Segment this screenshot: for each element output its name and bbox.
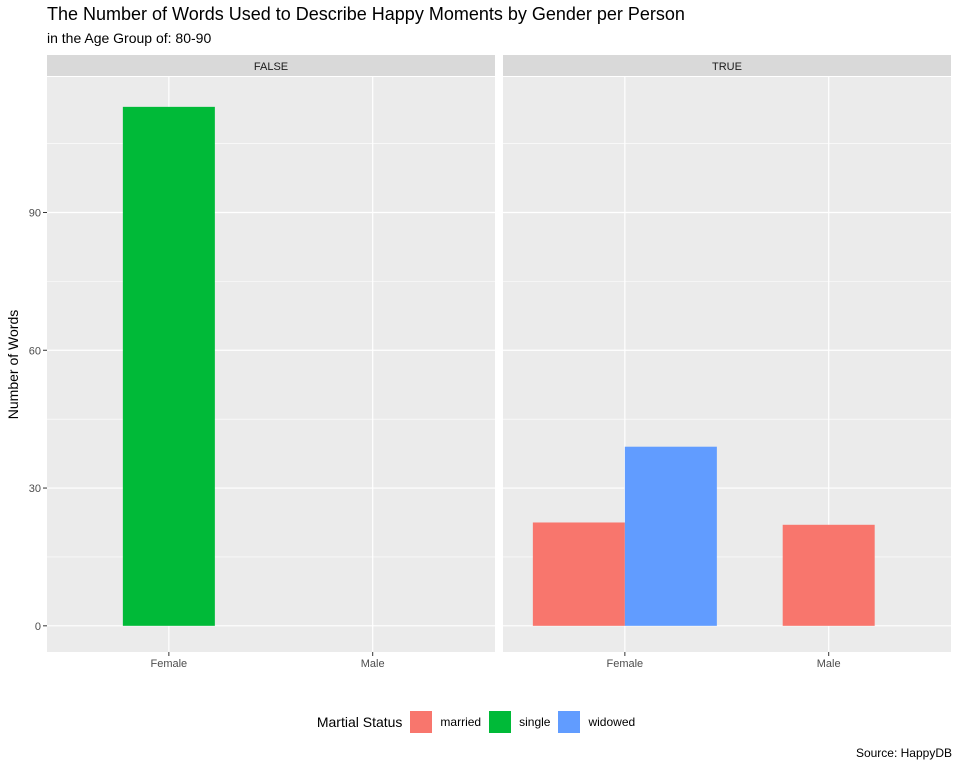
legend-key-single bbox=[489, 711, 512, 733]
legend-item-married: married bbox=[410, 711, 481, 733]
facet-strip-label: FALSE bbox=[254, 61, 288, 73]
legend-key-widowed bbox=[558, 711, 581, 733]
bar-true-male-married bbox=[782, 524, 875, 626]
y-tick-label: 90 bbox=[29, 207, 41, 219]
y-axis-title: Number of Words bbox=[5, 310, 21, 419]
x-tick-label-male: Male bbox=[817, 658, 841, 670]
y-tick-label: 30 bbox=[29, 483, 41, 495]
legend-label-married: married bbox=[440, 715, 482, 729]
chart-title: The Number of Words Used to Describe Hap… bbox=[47, 4, 685, 24]
legend-key-married bbox=[410, 711, 433, 733]
legend-item-widowed: widowed bbox=[558, 711, 635, 733]
bar-false-female-single bbox=[122, 106, 215, 626]
x-tick-label-male: Male bbox=[361, 658, 385, 670]
facet-strip-true bbox=[503, 55, 951, 76]
chart-caption: Source: HappyDB bbox=[855, 746, 952, 760]
legend-title: Martial Status bbox=[316, 714, 403, 730]
chart-subtitle: in the Age Group of: 80-90 bbox=[47, 30, 212, 46]
legend-label-widowed: widowed bbox=[588, 715, 636, 729]
legend-item-single: single bbox=[489, 711, 550, 733]
facet-strip-label: TRUE bbox=[712, 61, 742, 73]
legend-label-single: single bbox=[519, 715, 551, 729]
y-tick-label: 0 bbox=[35, 621, 41, 633]
y-tick-label: 60 bbox=[29, 345, 41, 357]
bar-true-female-widowed bbox=[624, 446, 717, 626]
x-tick-label-female: Female bbox=[607, 658, 644, 670]
faceted-bar-chart: FALSE Female Male TRUE Female Male 0 30 60 90 Numb… bbox=[5, 55, 951, 670]
legend: Martial Status married single widowed bbox=[0, 710, 960, 734]
bar-true-female-married bbox=[532, 522, 625, 626]
panel-background bbox=[47, 77, 495, 652]
facet-strip-false bbox=[47, 55, 495, 76]
x-tick-label-female: Female bbox=[151, 658, 188, 670]
